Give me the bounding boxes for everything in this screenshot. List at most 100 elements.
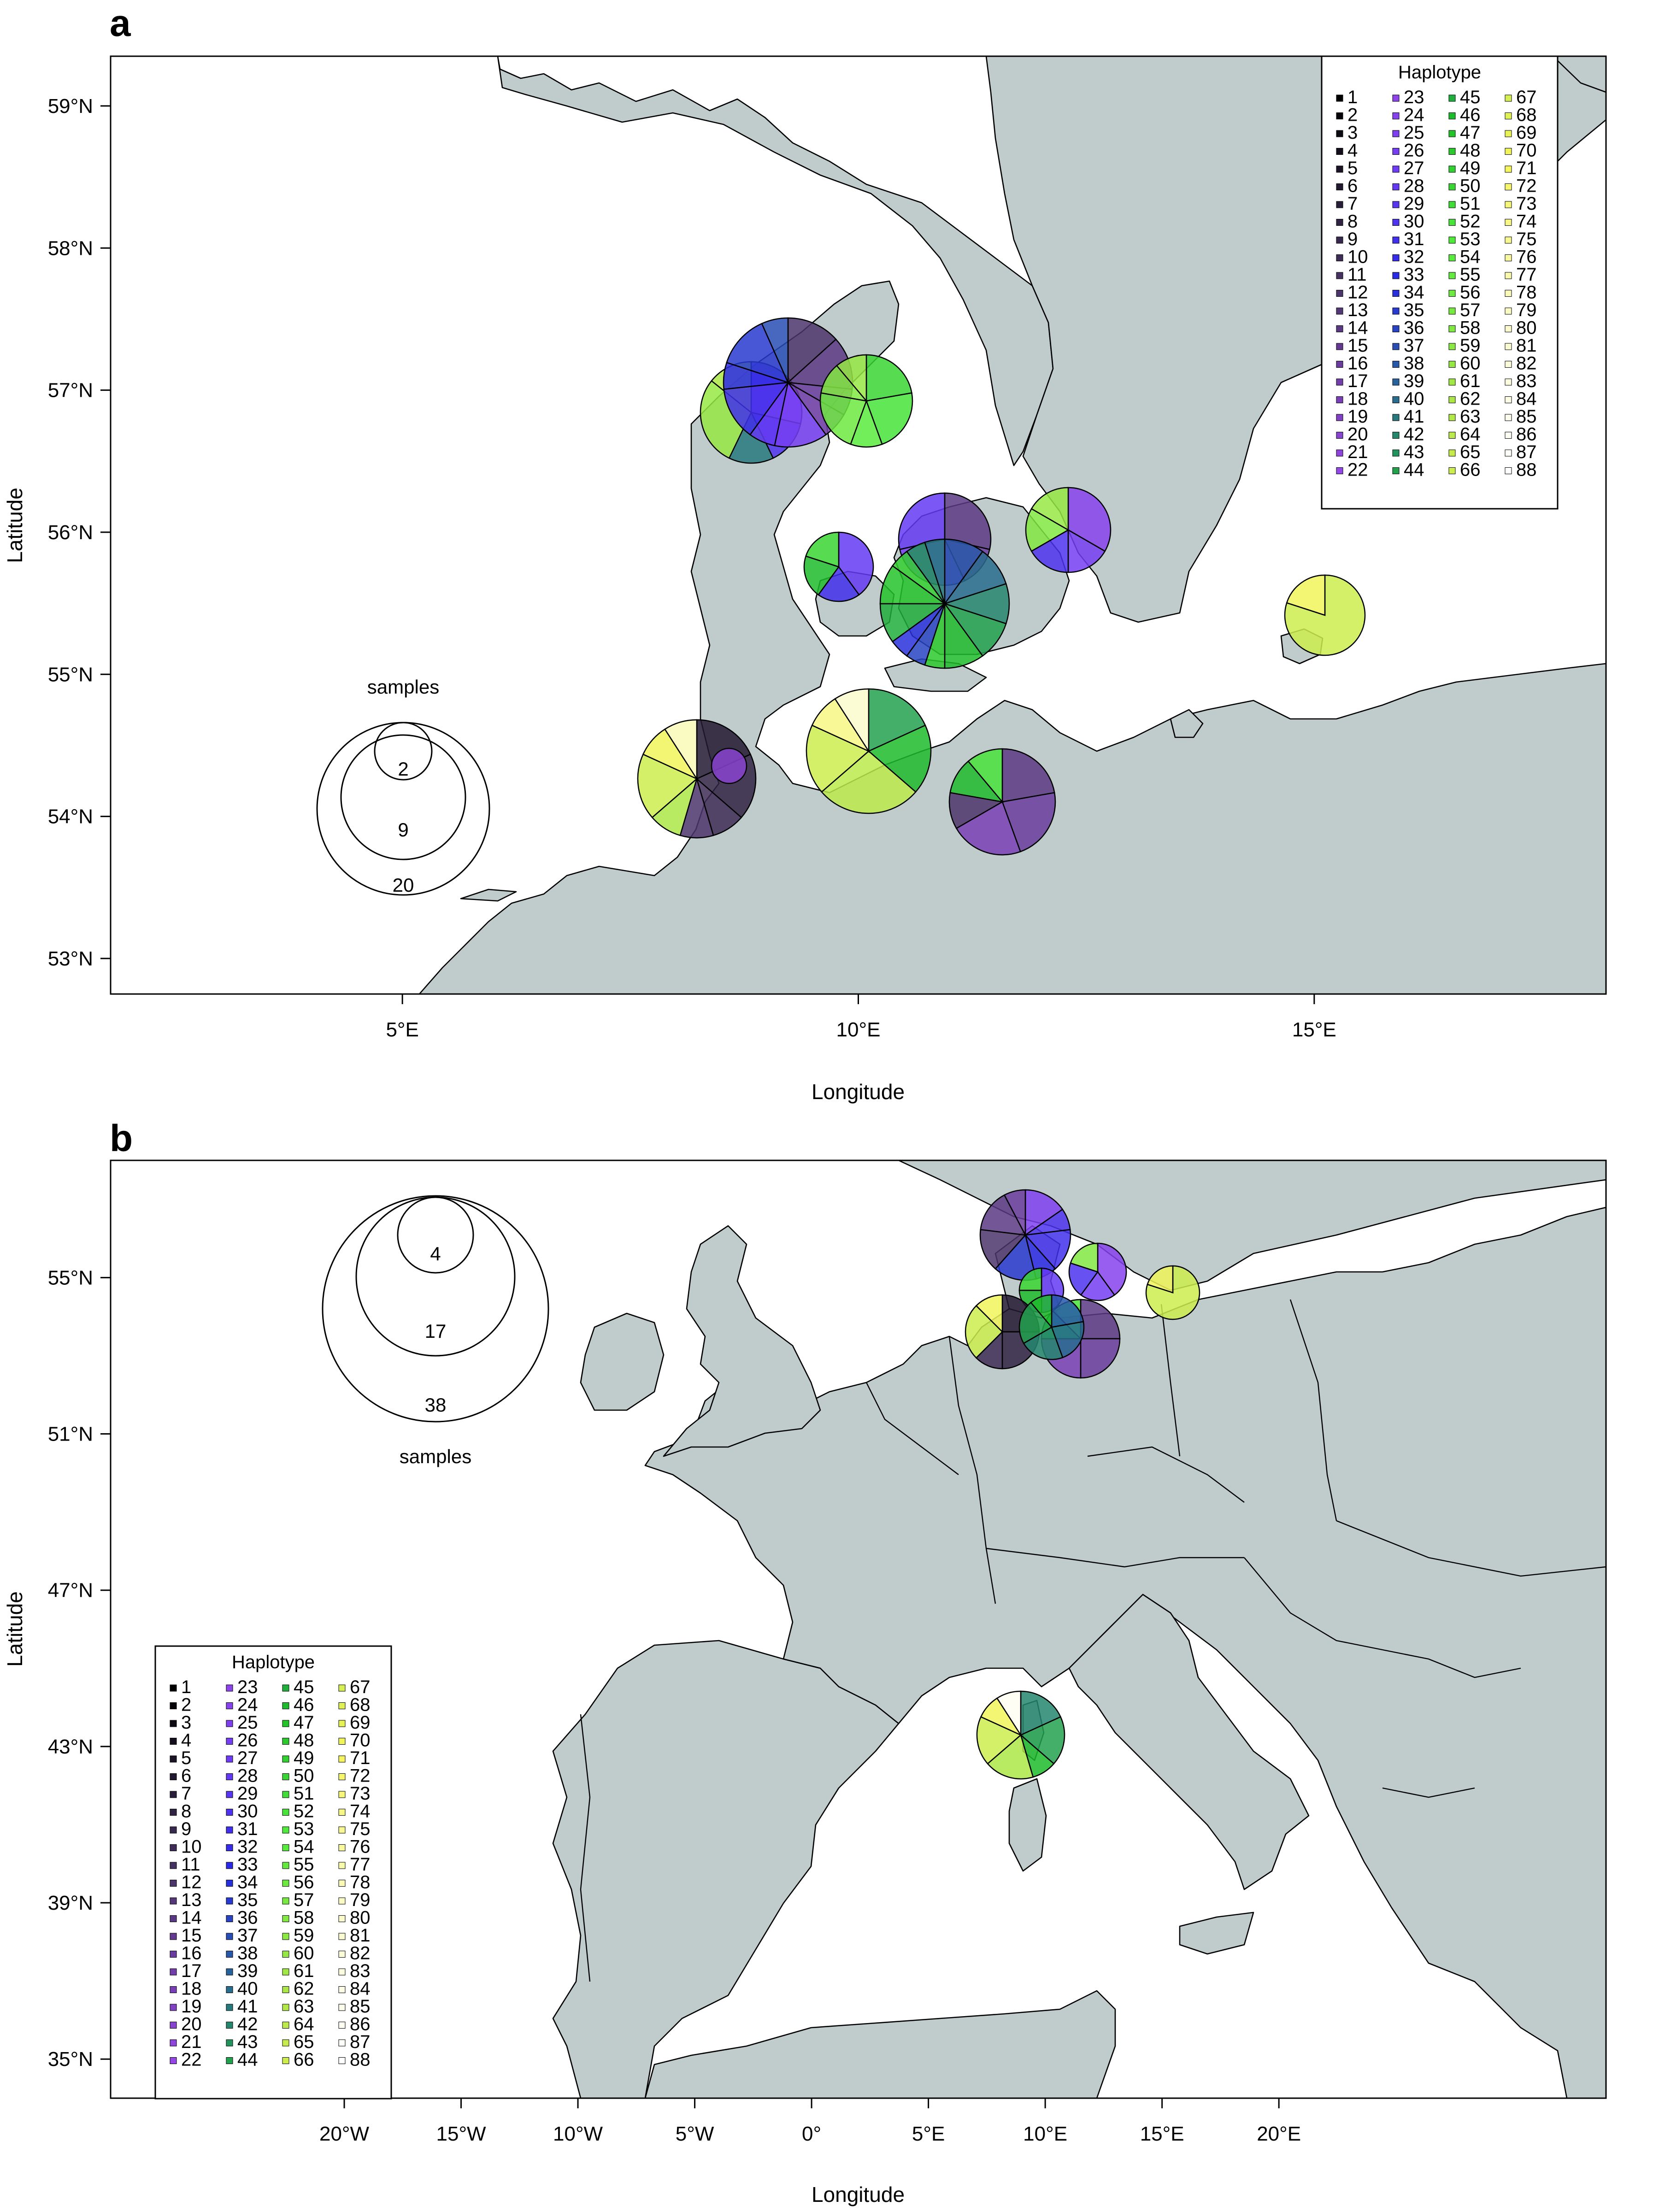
pie-a-jutland-east-wedge bbox=[865, 354, 912, 402]
legend-a-item-label: 1 bbox=[1347, 87, 1358, 107]
legend-b-item-label: 12 bbox=[181, 1872, 202, 1893]
legend-a-item-swatch bbox=[1505, 325, 1512, 332]
legend-a-item-label: 79 bbox=[1516, 300, 1537, 320]
legend-b-item-swatch bbox=[226, 2004, 233, 2011]
legend-a-item-label: 80 bbox=[1516, 318, 1537, 338]
legend-a-item-swatch bbox=[1505, 130, 1512, 137]
legend-a-item-label: 53 bbox=[1460, 229, 1481, 249]
legend-a-item-swatch bbox=[1505, 414, 1512, 421]
legend-a-item-label: 13 bbox=[1347, 300, 1368, 320]
legend-a-item-label: 50 bbox=[1460, 176, 1481, 196]
legend-a-item-swatch bbox=[1336, 148, 1343, 155]
legend-a-item-swatch bbox=[1505, 236, 1512, 244]
legend-b-item-swatch bbox=[226, 1844, 233, 1851]
legend-b-item-swatch bbox=[170, 1986, 177, 1993]
legend-b-item-swatch bbox=[170, 2057, 177, 2064]
legend-b-item-swatch bbox=[282, 1862, 289, 1869]
pie-a-jutland-north-wedge bbox=[726, 323, 789, 384]
axis-b-xtick-label: 5°E bbox=[912, 2123, 945, 2145]
legend-b-item-swatch bbox=[226, 1826, 233, 1834]
frame-b bbox=[110, 1159, 1607, 2099]
pie-a-jutland-east-wedge bbox=[820, 365, 868, 402]
legend-a-item-label: 83 bbox=[1516, 371, 1537, 391]
legend-a-item-label: 72 bbox=[1516, 176, 1537, 196]
legend-a-item-label: 69 bbox=[1516, 123, 1537, 143]
legend-b-item-swatch bbox=[338, 1844, 346, 1851]
pie-a-zealand-wedge bbox=[943, 550, 1007, 605]
legend-b-item-label: 72 bbox=[350, 1766, 371, 1786]
legend-b-item-swatch bbox=[338, 1968, 346, 1976]
legend-a-item-swatch bbox=[1448, 94, 1456, 102]
legend-b-item-label: 47 bbox=[294, 1712, 314, 1733]
legend-a-item-label: 88 bbox=[1516, 460, 1537, 480]
legend-b-item-label: 83 bbox=[350, 1961, 371, 1981]
haplotype-pies-b bbox=[965, 1189, 1200, 1780]
border-france-germany bbox=[948, 1336, 996, 1604]
legend-a-item-swatch bbox=[1505, 254, 1512, 261]
legend-b-item-label: 75 bbox=[350, 1819, 371, 1839]
size-circle-large-b bbox=[322, 1195, 549, 1423]
legend-b-item-swatch bbox=[338, 2057, 346, 2064]
legend-a-item-swatch bbox=[1392, 183, 1400, 190]
legend-a-item-label: 14 bbox=[1347, 318, 1368, 338]
legend-a-item-swatch bbox=[1505, 432, 1512, 439]
pie-b-zealand-wedge bbox=[1030, 1294, 1053, 1329]
legend-a-item-swatch bbox=[1448, 112, 1456, 119]
pie-a-elbe-wedge bbox=[664, 719, 698, 781]
legend-b-item-label: 4 bbox=[181, 1730, 191, 1751]
legend-b-item-swatch bbox=[170, 2004, 177, 2011]
legend-a-item-swatch bbox=[1392, 94, 1400, 102]
pie-a-jutland-east-wedge bbox=[819, 392, 867, 445]
legend-a-item-label: 58 bbox=[1460, 318, 1481, 338]
pie-b-scania bbox=[1068, 1242, 1127, 1301]
legend-a-item-label: 18 bbox=[1347, 389, 1368, 409]
legend-b-item-label: 2 bbox=[181, 1695, 191, 1715]
pie-a-funen-wedge bbox=[805, 531, 840, 568]
legend-b-item-swatch bbox=[170, 1720, 177, 1727]
size-circle-medium-b bbox=[355, 1196, 516, 1357]
legend-b-item-swatch bbox=[170, 1773, 177, 1780]
size-label-medium-a: 9 bbox=[398, 819, 408, 841]
legend-b-item-label: 17 bbox=[181, 1961, 202, 1981]
legend-b-item-label: 38 bbox=[237, 1943, 258, 1964]
legend-a-item-label: 78 bbox=[1516, 282, 1537, 303]
land-italy bbox=[1068, 1594, 1310, 1890]
legend-b-item-swatch bbox=[282, 1738, 289, 1745]
legend-b-item-label: 61 bbox=[294, 1961, 314, 1981]
border-balkans bbox=[1244, 1557, 1521, 1678]
legend-a-item-swatch bbox=[1448, 325, 1456, 332]
legend-a-item-label: 61 bbox=[1460, 371, 1481, 391]
legend-b-item-label: 43 bbox=[237, 2032, 258, 2052]
legend-b-item-label: 11 bbox=[181, 1854, 200, 1875]
pie-a-jutland-east bbox=[819, 354, 913, 448]
legend-b-item-label: 52 bbox=[294, 1801, 314, 1822]
legend-a-item-swatch bbox=[1336, 467, 1343, 474]
axis-b-ytick-label: 43°N bbox=[48, 1735, 93, 1758]
legend-b-item-label: 70 bbox=[350, 1730, 371, 1751]
legend-b-item-label: 82 bbox=[350, 1943, 371, 1964]
legend-a-item-label: 45 bbox=[1460, 87, 1481, 107]
legend-title-a: Haplotype bbox=[1398, 62, 1481, 82]
pie-b-jutland-wedge bbox=[980, 1194, 1027, 1236]
legend-a-item-swatch bbox=[1336, 290, 1343, 297]
pie-b-zealand-wedge bbox=[1051, 1294, 1084, 1328]
legend-b-item-swatch bbox=[170, 2039, 177, 2047]
legend-a-item-label: 47 bbox=[1460, 123, 1481, 143]
pie-b-elbe-wedge bbox=[975, 1294, 1003, 1334]
legend-b-item-label: 62 bbox=[294, 1979, 314, 1999]
legend-b-item-label: 15 bbox=[181, 1925, 202, 1946]
pie-b-jutland bbox=[979, 1189, 1071, 1281]
legend-b-item-label: 57 bbox=[294, 1890, 314, 1910]
pie-b-zealand-wedge bbox=[1018, 1301, 1053, 1344]
pie-b-zealand bbox=[1018, 1294, 1085, 1360]
legend-a-item-label: 41 bbox=[1404, 406, 1424, 427]
legend-a-item-swatch bbox=[1448, 183, 1456, 190]
legend-b-item-swatch bbox=[338, 1880, 346, 1887]
legend-a-item-label: 25 bbox=[1404, 123, 1424, 143]
legend-b-item-swatch bbox=[170, 1809, 177, 1816]
legend-b-item-label: 69 bbox=[350, 1712, 371, 1733]
legend-a-item-label: 3 bbox=[1347, 123, 1358, 143]
legend-a-item-swatch bbox=[1505, 219, 1512, 226]
panel-label-b: b bbox=[110, 1118, 133, 1159]
legend-a-item-label: 66 bbox=[1460, 460, 1481, 480]
